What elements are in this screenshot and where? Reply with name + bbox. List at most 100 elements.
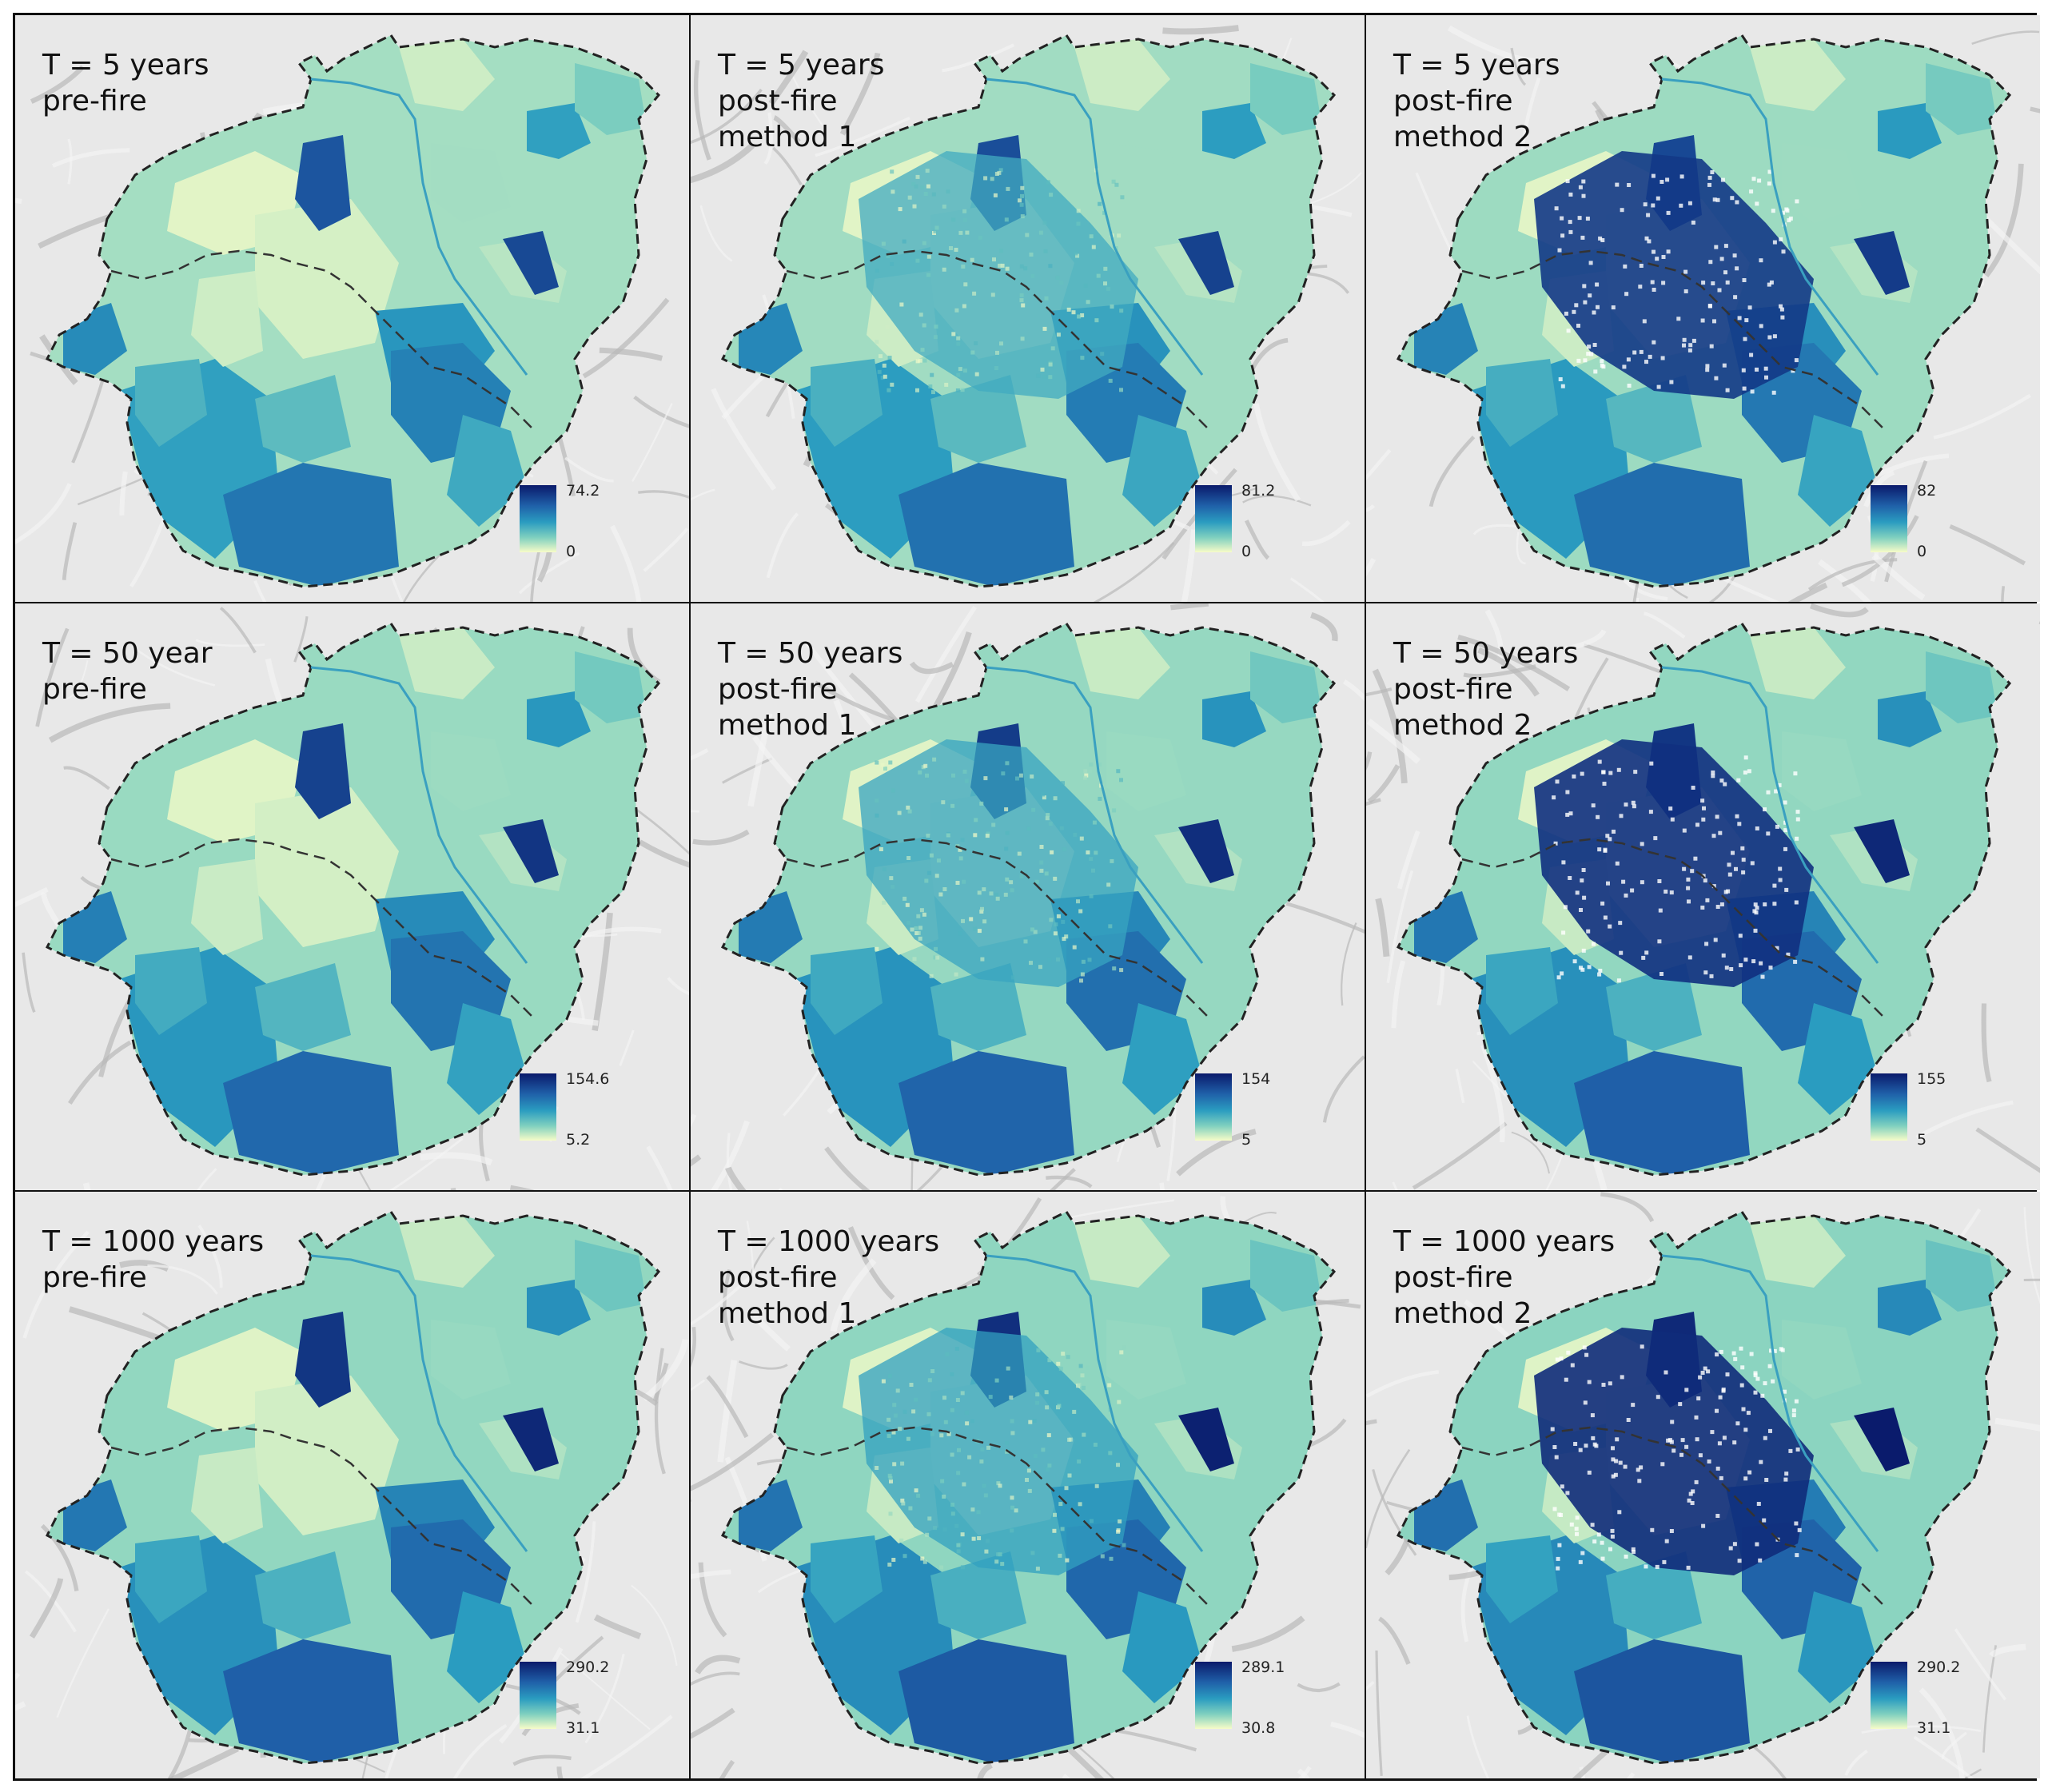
raster-zone [1926,63,1998,135]
map-panel-4: T = 50 year pre-fire 154.6 5.2 [15,603,689,1190]
burn-speckle [925,169,930,173]
burn-speckle [1029,961,1033,966]
burn-speckle [1065,1558,1070,1563]
burn-speckle [923,192,928,196]
burn-speckle [891,189,895,194]
burn-speckle [899,302,904,307]
burn-speckle [1587,965,1592,970]
burn-speckle [1029,253,1034,257]
burn-speckle [1050,850,1054,854]
burn-speckle [1741,870,1746,874]
raster-zone [295,135,351,231]
burn-speckle [915,174,920,179]
relief-ridge [15,483,72,545]
relief-ridge [692,829,750,846]
raster-zone [223,463,399,587]
catchment-boundary [45,1210,661,1765]
burn-speckle [1676,317,1681,321]
catchment-map [15,15,689,602]
raster-zone [1486,947,1558,1035]
burn-speckle [1679,174,1684,179]
burn-speckle [1715,1408,1719,1413]
burn-speckle [950,1511,955,1516]
relief-ridge [691,1270,757,1326]
burn-speckle [960,1532,965,1537]
burn-speckle [1560,384,1565,388]
relief-ridge [942,43,1015,73]
burn-speckle [1086,300,1090,305]
relief-ridge [1169,603,1209,611]
burn-speckle [1691,338,1696,343]
burn-speckle [1015,776,1019,781]
burn-speckle [1035,1567,1040,1571]
panel-title-line: T = 50 years [1393,637,1579,670]
burn-speckle [875,1466,879,1470]
burn-speckle [977,1536,982,1540]
raster-zone [1486,1535,1558,1623]
burn-speckle [1717,1441,1722,1446]
relief-ridge [695,1655,741,1675]
relief-ridge [1447,25,1539,65]
burn-speckle [1060,1527,1065,1531]
burn-speckle [1742,386,1747,391]
relief-ridge [1301,520,1351,547]
relief-ridge [1244,520,1270,560]
burn-speckle [1753,1390,1758,1395]
burn-speckle [931,192,936,197]
burn-speckle [1740,846,1745,850]
relief-ridge [711,1120,750,1190]
burn-speckle [1669,380,1674,384]
burn-speckle [926,1412,931,1416]
relief-ridge [1366,719,1421,764]
burn-speckle [1777,783,1782,787]
burn-speckle [1094,1483,1099,1488]
color-legend: 82 0 [1871,482,1990,560]
burn-speckle [1554,206,1559,211]
burn-speckle [1122,1543,1126,1547]
burn-speckle [1742,278,1747,282]
burn-speckle [887,388,891,392]
burn-speckle [982,1483,986,1488]
burn-speckle [1795,199,1799,204]
burn-speckle [994,892,999,897]
burn-speckle [914,184,918,189]
burn-speckle [1719,902,1724,906]
burn-speckle [1682,343,1686,348]
burn-speckle [1058,1502,1063,1507]
burn-speckle [950,803,955,808]
burn-speckle [1640,842,1644,846]
burn-speckle [1725,388,1730,392]
burn-speckle [1630,888,1635,893]
relief-ridge [1415,172,1452,250]
burn-speckle [1594,1444,1599,1448]
burn-speckle [1608,837,1612,842]
burn-speckle [906,920,911,925]
burn-speckle [1030,274,1035,279]
burn-speckle [1741,1407,1746,1412]
burn-speckle [1686,1565,1691,1570]
raster-zone [1782,143,1862,223]
burn-speckle [1043,249,1048,253]
burn-speckle [1078,1364,1083,1368]
burn-speckle [1614,1459,1619,1463]
burn-speckle [1573,1442,1578,1446]
burn-speckle [930,372,934,377]
relief-ridge [1971,30,2040,46]
burn-speckle [914,1488,918,1493]
burn-speckle [979,1459,984,1463]
color-legend: 290.2 31.1 [520,1659,640,1737]
catchment-map [1366,15,2040,602]
burn-speckle [994,1378,999,1383]
burn-speckle [1651,203,1656,208]
burn-speckle [1071,310,1076,315]
river-channel [310,666,528,964]
burn-speckle [941,800,946,805]
burn-speckle [994,366,998,370]
relief-ridge [56,1608,110,1718]
burn-speckle [925,1532,930,1537]
raster-zone [1178,819,1234,883]
burn-speckle [1036,373,1041,378]
relief-ridge [691,1327,696,1368]
panel-title: T = 50 year pre-fire [42,635,213,707]
burn-speckle [1747,1470,1752,1475]
